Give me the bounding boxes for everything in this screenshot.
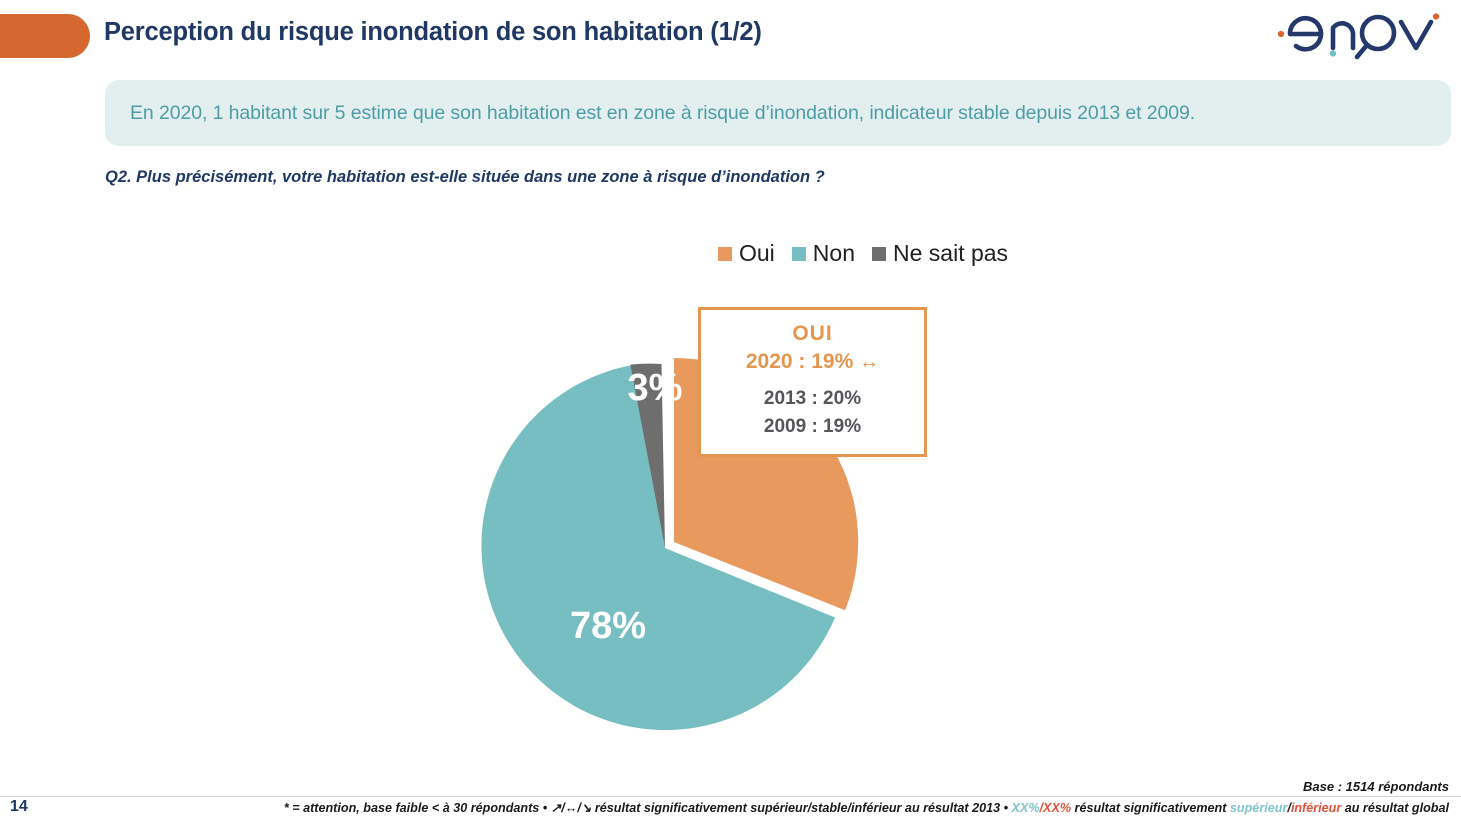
- callout-title: OUI: [792, 322, 833, 345]
- header-accent-pill: [0, 14, 90, 58]
- page-number: 14: [10, 798, 28, 815]
- base-note: Base : 1514 répondants: [1303, 779, 1449, 794]
- legal-part1: * = attention, base faible < à 30 répond…: [283, 801, 1012, 815]
- question-label: Q2. Plus précisément, votre habitation e…: [105, 168, 825, 186]
- pie-slice-non[interactable]: [481, 365, 835, 731]
- enov-logo: [1271, 4, 1447, 62]
- pie-slice-ne-sait-pas[interactable]: [630, 363, 665, 548]
- callout-previous-2009: 2009 : 19%: [763, 416, 862, 437]
- pie-label-ne-sait-pas: 3%: [628, 367, 683, 409]
- key-message-text: En 2020, 1 habitant sur 5 estime que son…: [130, 101, 1196, 124]
- legal-part2: résultat significativement: [1071, 801, 1230, 815]
- trend-stable-icon: ↔: [859, 351, 880, 373]
- legal-inf-word: inférieur: [1290, 801, 1342, 815]
- key-message-banner: En 2020, 1 habitant sur 5 estime que son…: [105, 80, 1451, 146]
- footer-divider: [0, 796, 1461, 797]
- callout-previous-2013: 2013 : 20%: [763, 388, 862, 409]
- legend-swatch-ne-sait-pas: [872, 246, 886, 261]
- legal-part3: au résultat global: [1341, 801, 1449, 815]
- enov-logo-svg: [1277, 13, 1440, 60]
- callout-current-text: 2020 : 19%: [745, 350, 854, 373]
- legal-sup-token: XX%: [1011, 801, 1040, 815]
- legend-label-ne-sait-pas: Ne sait pas: [893, 240, 1009, 266]
- legal-sup-word: supérieur: [1229, 801, 1288, 815]
- page-title: Perception du risque inondation de son h…: [104, 18, 762, 46]
- callout-box-oui: OUI 2020 : 19% ↔ 2013 : 20% 2009 : 19%: [698, 307, 927, 457]
- legal-slash2: /: [1287, 801, 1291, 815]
- pie-label-non: 78%: [570, 605, 646, 647]
- legend-swatch-oui: [718, 246, 732, 261]
- legal-footnote: * = attention, base faible < à 30 répond…: [0, 800, 1449, 815]
- legend-swatch-non: [791, 246, 806, 261]
- chart-legend: Oui Non Ne sait pas: [718, 242, 1008, 265]
- legend-item-non[interactable]: Non: [791, 240, 855, 266]
- callout-current-value: 2020 : 19% ↔: [701, 350, 924, 374]
- legal-inf-token: XX%: [1043, 801, 1072, 815]
- legend-item-ne-sait-pas[interactable]: Ne sait pas: [872, 242, 1008, 265]
- legal-slash1: /: [1039, 801, 1044, 815]
- legend-label-oui: Oui: [739, 240, 775, 266]
- legend-label-non: Non: [812, 240, 855, 266]
- legend-item-oui[interactable]: Oui: [718, 242, 775, 265]
